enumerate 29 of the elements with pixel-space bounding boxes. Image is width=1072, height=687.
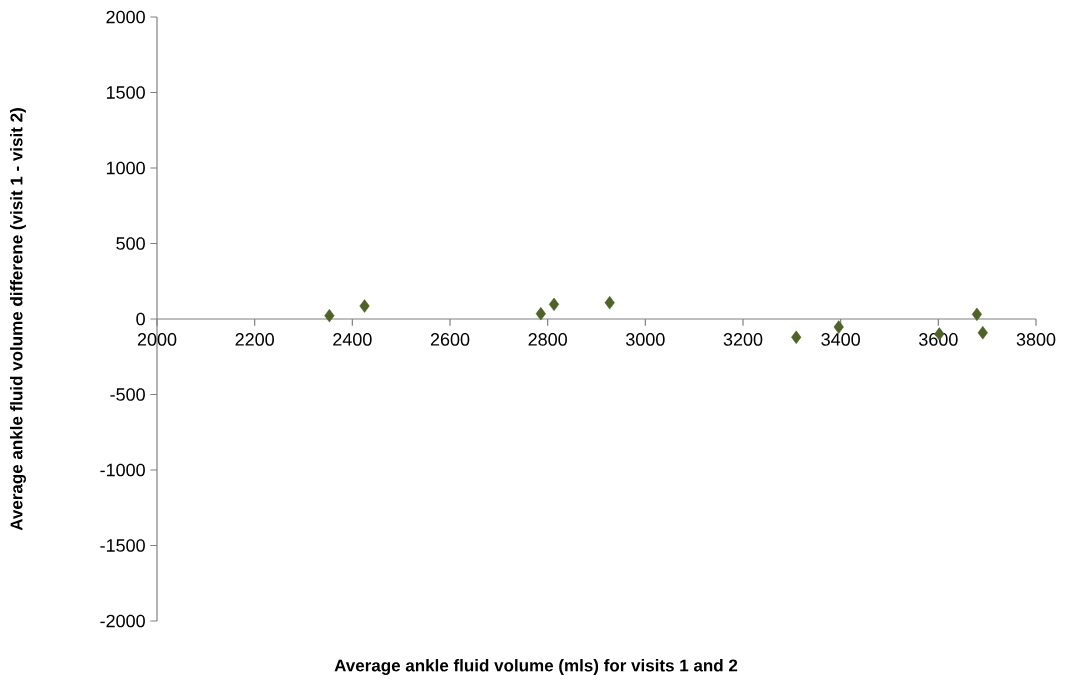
x-tick-label: 3200 [723,333,763,346]
point [833,320,844,334]
x-tick-label: 3400 [821,333,860,346]
x-tick-label: 2800 [528,333,567,346]
y-tick-label: 0 [136,312,145,326]
y-tick-label: 1500 [106,86,145,99]
point [791,330,802,344]
point [359,299,370,313]
x-axis-title: Average ankle fluid volume (mls) for visits 1 and 2 [334,659,738,675]
x-tick-label: 3000 [626,333,665,346]
y-tick-label: 1000 [106,161,145,175]
y-tick-label: 500 [116,237,145,250]
y-tick-label: -1000 [100,463,145,477]
point [977,326,988,340]
x-tick-label: 2200 [235,333,274,346]
y-tick-label: -1500 [100,539,145,552]
y-tick-label: -2000 [100,614,145,628]
y-tick-label: -500 [110,388,145,401]
point [535,307,546,321]
x-tick-label: 2400 [333,333,372,346]
point [604,296,615,310]
point [548,297,560,312]
y-tick-label: 2000 [106,10,145,24]
point [971,307,982,321]
x-tick-label: 2600 [430,333,470,346]
point [324,309,335,323]
x-tick-label: 2000 [137,333,177,346]
y-axis-title: Average ankle fluid volume differene (visit 1 - visit 2) [10,108,26,531]
x-tick-label: 3800 [1016,333,1056,346]
